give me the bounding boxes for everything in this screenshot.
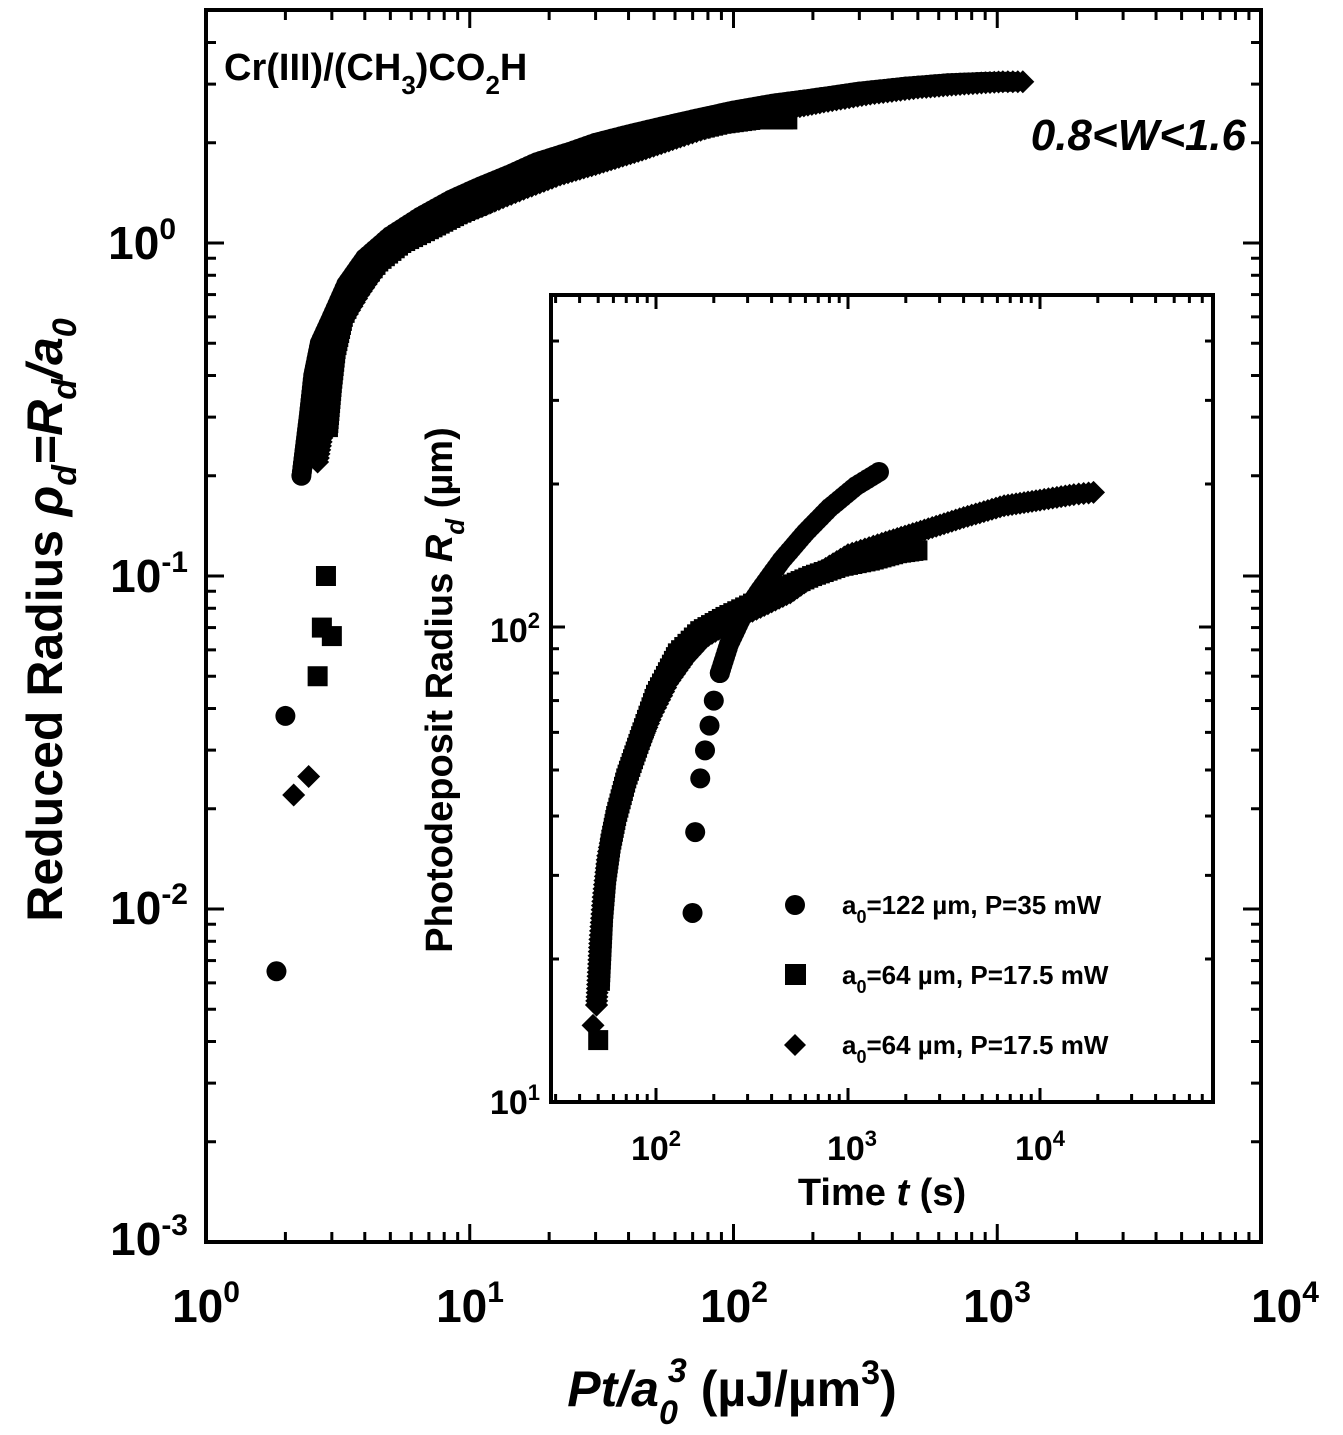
inset-y-tick-label: 101 [490,1080,540,1122]
inset-x-tick-label: 103 [827,1126,877,1168]
main-data-points [266,70,1035,982]
data-point-diamond [297,764,321,788]
range-annotation: 0.8<W<1.6 [1031,111,1247,160]
inset-axis-ticks [551,293,1215,1104]
inset-data-points [581,461,1106,1051]
system-annotation: Cr(III)/(CH3)CO2H [224,47,527,100]
inset-y-axis-title: Photodeposit Radius Rd (µm) [419,427,470,952]
main-y-axis-title: Reduced Radius ρd=Rd/a0 [17,318,84,922]
main-x-tick-label: 100 [172,1276,240,1332]
data-point-square [315,566,336,586]
data-point-circle [690,768,711,789]
data-point-diamond [581,1013,605,1037]
data-point-diamond [1082,480,1106,504]
inset-plot-frame [549,293,1215,1104]
data-point-square [321,626,342,647]
legend-label: a0=64 µm, P=17.5 mW [842,960,1109,997]
main-x-tick-label: 102 [700,1276,768,1332]
data-point-diamond [282,783,306,807]
inset-legend: a0=122 µm, P=35 mW a0=64 µm, P=17.5 mW a… [784,890,1109,1067]
data-point-square [907,540,928,561]
data-point-circle [868,461,889,482]
legend-marker-square [785,964,806,985]
inset-x-tick-label: 104 [1015,1126,1066,1168]
data-point-circle [695,740,716,761]
main-y-tick-label: 100 [108,213,176,269]
inset-x-axis-title: Time t (s) [798,1172,966,1214]
inset-x-tick-label: 102 [631,1126,681,1168]
main-x-axis-title: Pt/a03 (µJ/µm3) [567,1352,896,1432]
main-x-tick-label: 104 [1251,1276,1319,1332]
legend-label: a0=64 µm, P=17.5 mW [842,1030,1109,1067]
inset-y-tick-label: 102 [490,608,540,650]
data-point-diamond [1011,70,1035,94]
inset-plot: 101 102 102 103 104 Time t (s) Photodepo… [419,293,1215,1214]
main-x-tick-label: 103 [963,1276,1031,1332]
legend-marker-diamond [784,1034,806,1056]
main-y-tick-label: 10-2 [110,878,188,934]
data-point-circle [266,961,287,982]
main-y-tick-label: 10-1 [110,546,188,602]
main-x-tick-label: 101 [436,1276,504,1332]
data-point-circle [703,690,724,711]
data-point-circle [699,715,720,736]
legend-marker-circle [785,895,805,915]
data-point-circle [275,705,296,726]
main-y-tick-label: 10-3 [110,1209,188,1265]
main-axis-ticks [204,8,1263,1244]
data-point-circle [685,822,706,843]
data-point-square [307,666,328,687]
legend-label: a0=122 µm, P=35 mW [842,890,1102,927]
main-plot: 10-3 10-2 10-1 100 100 101 102 103 104 P… [17,8,1319,1432]
data-point-circle [682,902,703,923]
